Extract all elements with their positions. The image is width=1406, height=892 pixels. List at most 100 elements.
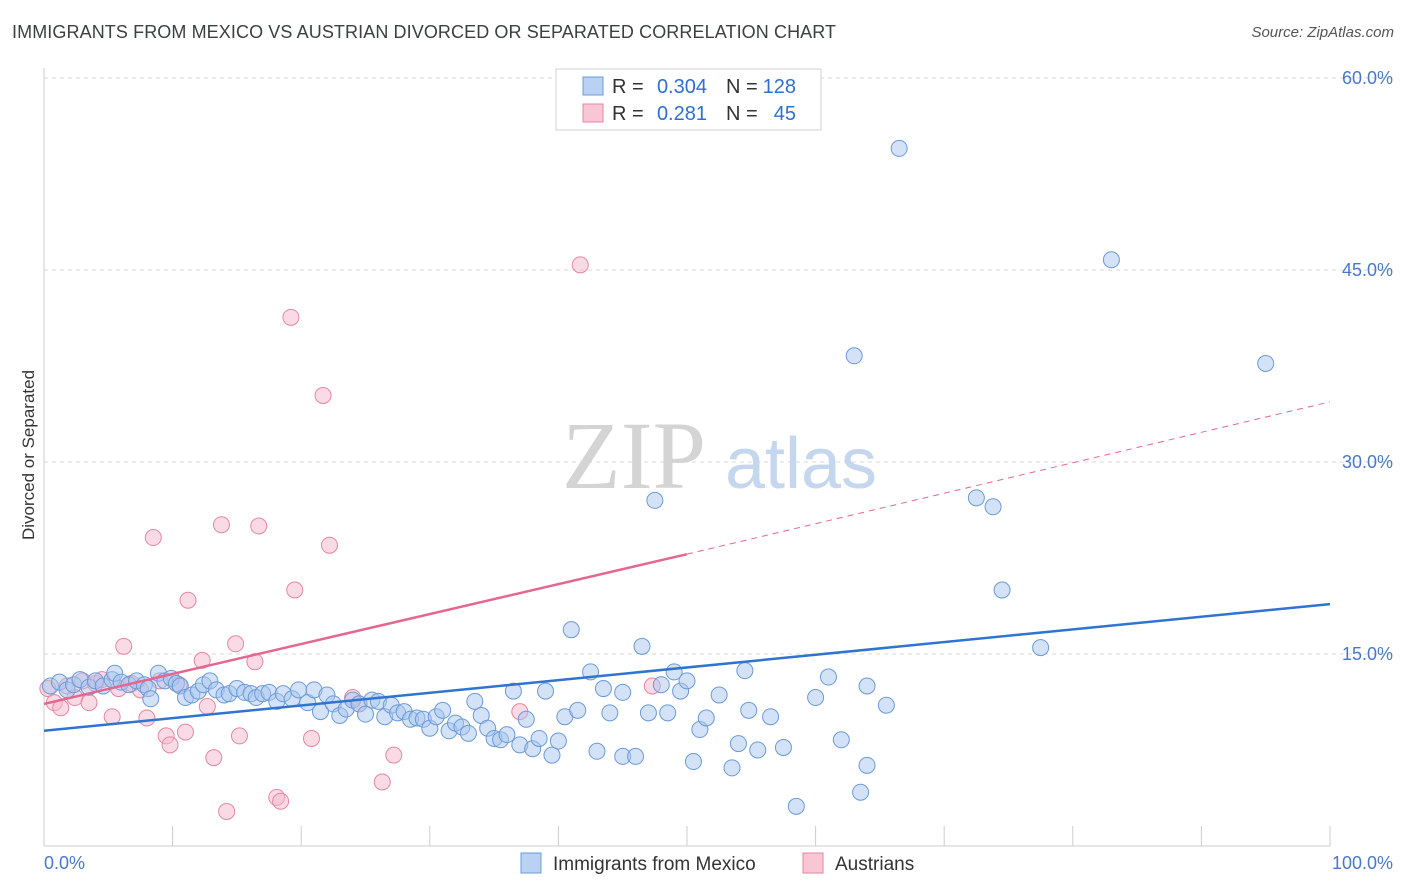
- point-immigrants-from-mexico: [459, 724, 477, 742]
- source-label: Source: ZipAtlas.com: [1251, 24, 1394, 41]
- legend-n-label-pink: N =: [726, 103, 758, 125]
- point-austrians: [198, 697, 216, 715]
- legend-swatch-blue: [582, 76, 604, 96]
- point-austrians: [385, 746, 403, 764]
- point-immigrants-from-mexico: [142, 690, 160, 708]
- point-immigrants-from-mexico: [530, 729, 548, 747]
- point-austrians: [286, 581, 304, 599]
- point-immigrants-from-mexico: [1257, 354, 1275, 372]
- point-austrians: [161, 736, 179, 754]
- point-austrians: [205, 749, 223, 767]
- point-immigrants-from-mexico: [845, 347, 863, 365]
- point-immigrants-from-mexico: [967, 489, 985, 507]
- point-immigrants-from-mexico: [710, 686, 728, 704]
- y-tick-label: 30.0%: [1342, 452, 1393, 472]
- point-immigrants-from-mexico: [774, 738, 792, 756]
- point-austrians: [80, 694, 98, 712]
- trend-line-austrians-extrapolated: [686, 401, 1331, 555]
- bottom-legend-swatch-blue: [520, 852, 542, 874]
- point-immigrants-from-mexico: [736, 662, 754, 680]
- trend-line-austrians: [43, 552, 688, 706]
- point-immigrants-from-mexico: [646, 491, 664, 509]
- point-immigrants-from-mexico: [678, 672, 696, 690]
- trend-line-immigrants-from-mexico: [43, 602, 1331, 733]
- axes: [43, 68, 1331, 847]
- point-immigrants-from-mexico: [762, 708, 780, 726]
- y-tick-label: 15.0%: [1342, 644, 1393, 664]
- point-immigrants-from-mexico: [858, 756, 876, 774]
- bottom-legend-label-pink: Austrians: [835, 854, 914, 875]
- y-tick-label: 60.0%: [1342, 68, 1393, 88]
- y-tick-label: 45.0%: [1342, 260, 1393, 280]
- point-immigrants-from-mexico: [1102, 251, 1120, 269]
- point-immigrants-from-mexico: [633, 637, 651, 655]
- bottom-legend: Immigrants from Mexico Austrians: [520, 852, 914, 875]
- point-immigrants-from-mexico: [627, 747, 645, 765]
- point-austrians: [138, 709, 156, 727]
- point-immigrants-from-mexico: [537, 682, 555, 700]
- point-austrians: [373, 773, 391, 791]
- legend-n-label-blue: N =: [726, 76, 758, 98]
- point-immigrants-from-mexico: [517, 710, 535, 728]
- watermark-atlas: atlas: [725, 424, 877, 504]
- point-immigrants-from-mexico: [434, 701, 452, 719]
- grid-lines: [44, 77, 1393, 655]
- point-immigrants-from-mexico: [852, 783, 870, 801]
- point-immigrants-from-mexico: [993, 581, 1011, 599]
- point-immigrants-from-mexico: [639, 704, 657, 722]
- point-austrians: [176, 723, 194, 741]
- point-austrians: [571, 256, 589, 274]
- point-immigrants-from-mexico: [466, 692, 484, 710]
- point-immigrants-from-mexico: [562, 621, 580, 639]
- bottom-legend-label-blue: Immigrants from Mexico: [553, 854, 756, 875]
- point-austrians: [227, 635, 245, 653]
- point-austrians: [193, 651, 211, 669]
- bottom-legend-swatch-pink: [802, 852, 824, 874]
- watermark: ZIP atlas: [562, 402, 877, 509]
- point-immigrants-from-mexico: [614, 683, 632, 701]
- x-tick-label-max: 100.0%: [1332, 853, 1393, 873]
- point-austrians: [230, 727, 248, 745]
- point-immigrants-from-mexico: [357, 705, 374, 723]
- legend-n-value-pink: 45: [774, 103, 796, 125]
- point-immigrants-from-mexico: [858, 677, 876, 695]
- point-austrians: [250, 517, 268, 535]
- watermark-zip: ZIP: [562, 402, 706, 509]
- point-austrians: [320, 536, 338, 554]
- point-immigrants-from-mexico: [652, 676, 670, 694]
- point-immigrants-from-mexico: [807, 689, 825, 707]
- legend-n-value-blue: 128: [763, 76, 796, 98]
- point-immigrants-from-mexico: [749, 741, 767, 759]
- point-austrians: [314, 386, 332, 404]
- x-tick-label-min: 0.0%: [44, 853, 85, 873]
- point-immigrants-from-mexico: [543, 746, 561, 764]
- point-immigrants-from-mexico: [819, 668, 837, 686]
- y-axis-title: Divorced or Separated: [19, 370, 38, 540]
- point-austrians: [302, 729, 320, 747]
- point-immigrants-from-mexico: [729, 735, 747, 753]
- point-austrians: [212, 516, 230, 534]
- point-immigrants-from-mexico: [588, 742, 606, 760]
- point-immigrants-from-mexico: [723, 759, 741, 777]
- top-legend: R = 0.304 N = 128 R = 0.281 N = 45: [555, 68, 822, 131]
- point-immigrants-from-mexico: [569, 701, 587, 719]
- point-immigrants-from-mexico: [832, 731, 850, 749]
- y-tick-labels: 15.0% 30.0% 45.0% 60.0%: [1342, 68, 1393, 664]
- point-immigrants-from-mexico: [601, 704, 619, 722]
- point-immigrants-from-mexico: [684, 753, 702, 771]
- legend-r-label-pink: R =: [612, 103, 644, 125]
- point-austrians: [144, 529, 162, 547]
- point-immigrants-from-mexico: [877, 696, 895, 714]
- point-immigrants-from-mexico: [984, 498, 1002, 516]
- point-immigrants-from-mexico: [740, 701, 758, 719]
- legend-swatch-pink: [582, 103, 604, 123]
- point-immigrants-from-mexico: [504, 682, 522, 700]
- point-immigrants-from-mexico: [787, 797, 805, 815]
- point-austrians: [179, 591, 197, 609]
- point-immigrants-from-mexico: [890, 139, 908, 157]
- point-immigrants-from-mexico: [594, 680, 612, 698]
- point-immigrants-from-mexico: [697, 709, 715, 727]
- point-austrians: [272, 792, 290, 810]
- legend-r-value-pink: 0.281: [657, 103, 707, 125]
